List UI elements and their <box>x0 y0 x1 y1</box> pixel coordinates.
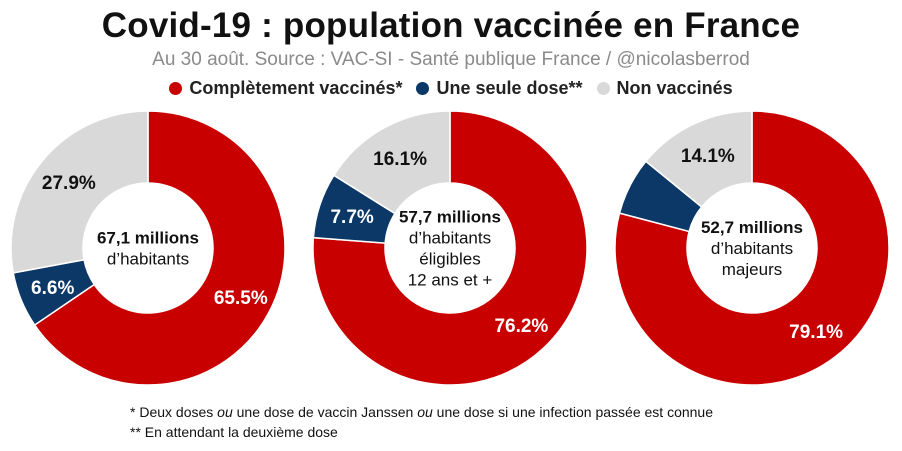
chart-subtitle: Au 30 août. Source : VAC-SI - Santé publ… <box>152 49 750 70</box>
center-population-count: 67,1 millions <box>97 229 199 248</box>
legend-item-one-dose: Une seule dose** <box>416 78 583 99</box>
footnote-1-prefix: * Deux doses <box>130 404 218 420</box>
center-population-caption: d’habitants <box>711 239 793 258</box>
footnote-1-ou-2: ou <box>417 404 433 420</box>
legend: Complètement vaccinés* Une seule dose** … <box>0 78 902 99</box>
center-population-count: 57,7 millions <box>399 208 501 227</box>
donut-chart-adult-population: 79.1% 14.1% 52,7 millions d’habitants majeur… <box>614 110 890 386</box>
slice-label-not-vaccinated: 14.1% <box>681 146 735 167</box>
donut-chart-eligible-population: 76.2% 7.7% 16.1% 57,7 millions d’habitants él… <box>312 110 588 386</box>
slice-label-fully-vaccinated: 76.2% <box>494 316 548 337</box>
slice-label-one-dose: 6.6% <box>31 278 74 299</box>
legend-item-not-vaccinated: Non vaccinés <box>596 78 733 99</box>
footnotes: * Deux doses ou une dose de vaccin Janss… <box>130 402 713 442</box>
footnote-one-dose: ** En attendant la deuxième dose <box>130 424 338 440</box>
slice-label-fully-vaccinated: 65.5% <box>214 288 268 309</box>
legend-label-one-dose: Une seule dose** <box>436 78 583 98</box>
legend-item-fully-vaccinated: Complètement vaccinés* <box>169 78 402 99</box>
donut-center <box>83 183 213 313</box>
center-population-count: 52,7 millions <box>701 218 803 237</box>
legend-swatch-one-dose <box>416 82 430 95</box>
footnote-1-suffix: une dose si une infection passée est con… <box>432 404 713 420</box>
center-population-caption: éligibles <box>419 250 480 269</box>
donut-center <box>687 183 817 313</box>
slice-label-not-vaccinated: 16.1% <box>373 149 427 170</box>
footnote-1-mid: une dose de vaccin Janssen <box>232 404 418 420</box>
slice-label-not-vaccinated: 27.9% <box>42 173 96 194</box>
donut-chart-total-population: 65.5% 6.6% 27.9% 67,1 millions d’habitants <box>10 110 286 386</box>
slice-label-one-dose: 7.7% <box>330 207 373 228</box>
center-population-caption: 12 ans et + <box>408 271 493 290</box>
legend-label-fully-vaccinated: Complètement vaccinés* <box>189 78 403 98</box>
donut-center <box>385 183 515 313</box>
slice-label-fully-vaccinated: 79.1% <box>789 322 843 343</box>
chart-title: Covid-19 : population vaccinée en France <box>101 6 801 45</box>
footnote-fully-vaccinated: * Deux doses ou une dose de vaccin Janss… <box>130 402 713 422</box>
center-population-caption: d’habitants <box>107 250 189 269</box>
center-population-caption: majeurs <box>722 260 782 279</box>
center-population-caption: d’habitants <box>409 229 491 248</box>
footnote-1-ou-1: ou <box>217 404 233 420</box>
legend-swatch-not-vaccinated <box>596 82 610 95</box>
legend-swatch-fully-vaccinated <box>169 82 183 95</box>
legend-label-not-vaccinated: Non vaccinés <box>616 78 733 98</box>
